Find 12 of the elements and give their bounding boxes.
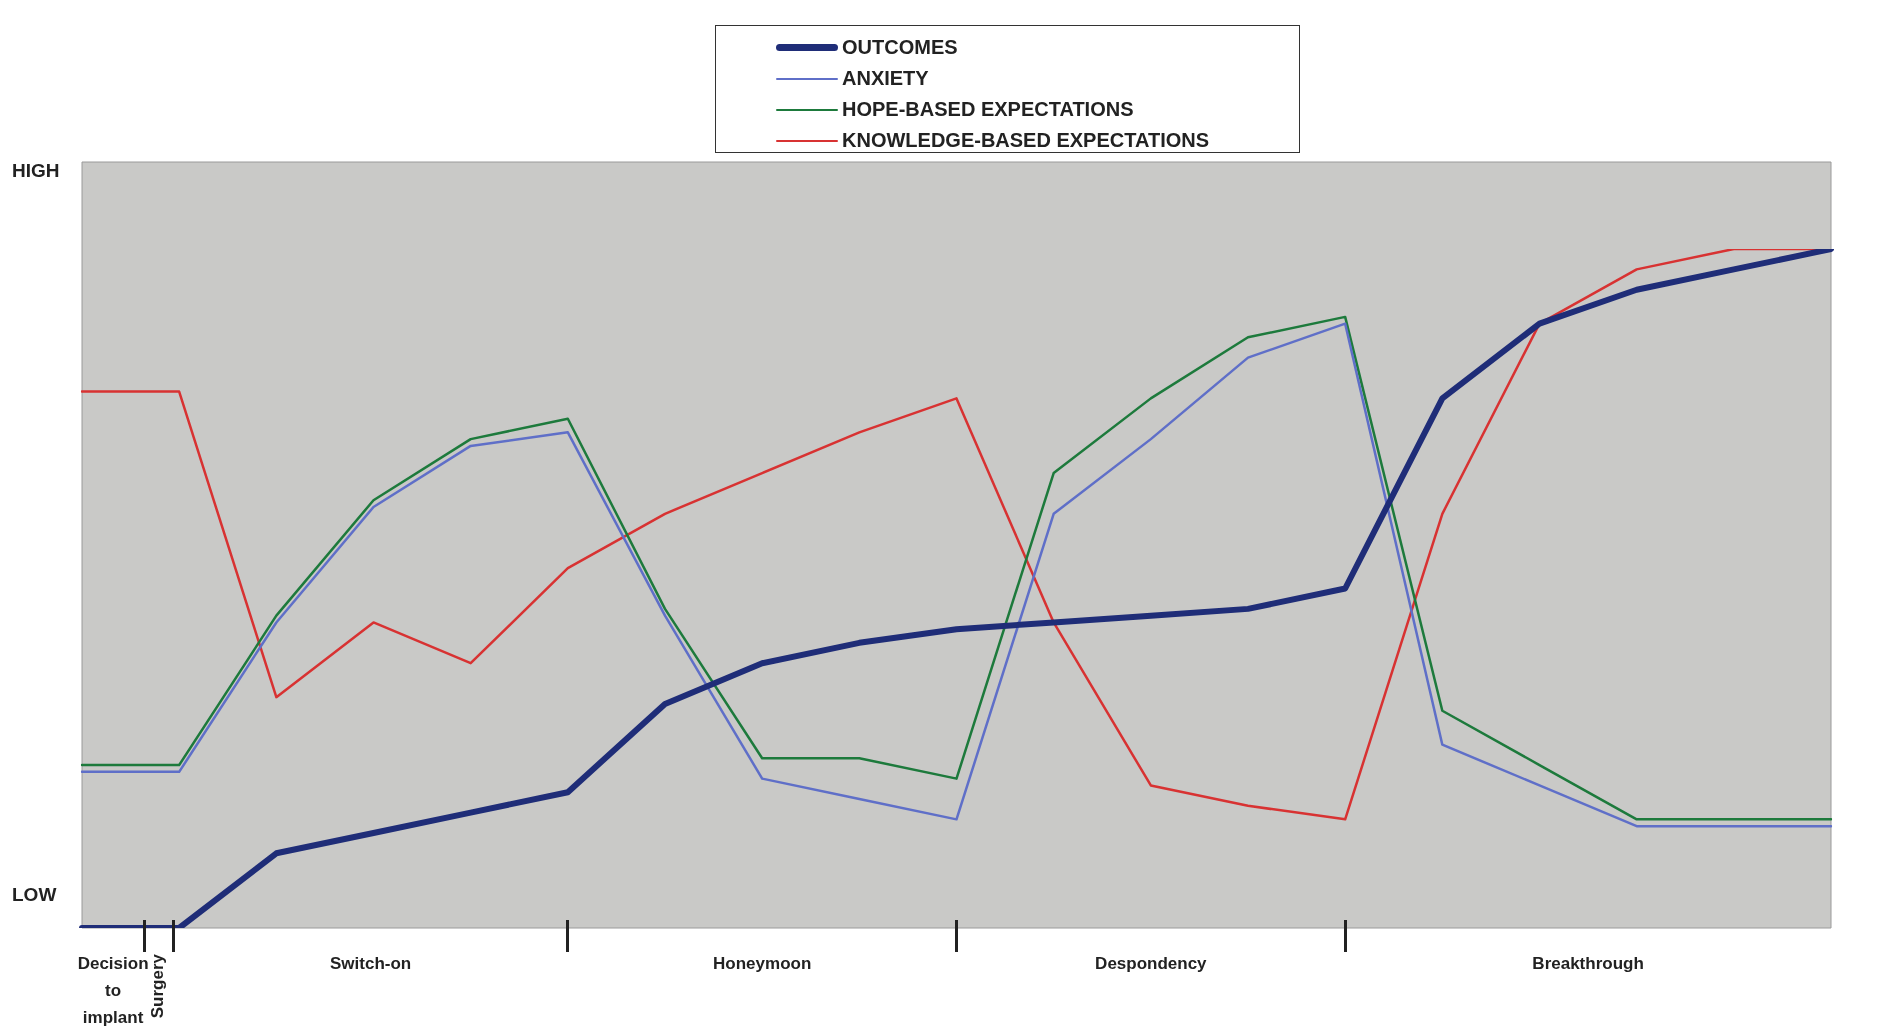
text: Switch-on <box>329 954 412 974</box>
text: Honeymoon <box>713 954 812 974</box>
legend-label: HOPE-BASED EXPECTATIONS <box>842 98 1134 121</box>
text: Despondency <box>1095 954 1208 974</box>
text: LOW <box>12 884 57 906</box>
text: HIGH <box>12 160 60 182</box>
legend-label: ANXIETY <box>842 67 929 90</box>
legend-label: KNOWLEDGE-BASED EXPECTATIONS <box>842 129 1210 152</box>
text: Surgery <box>148 953 168 1019</box>
text: Decision to implant <box>77 954 149 1028</box>
legend-label: OUTCOMES <box>842 36 958 59</box>
text: Breakthrough <box>1532 954 1644 974</box>
